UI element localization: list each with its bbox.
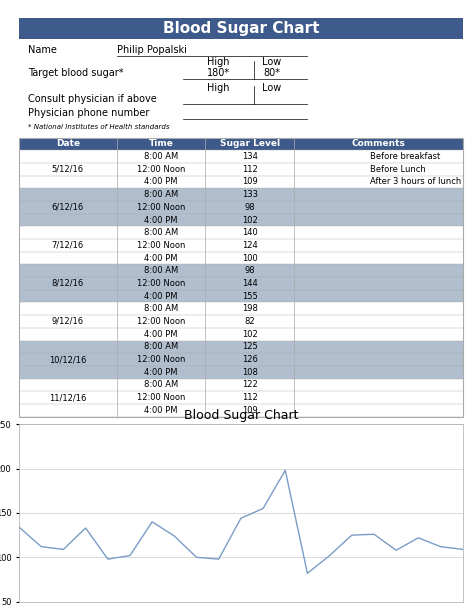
Bar xyxy=(19,239,462,252)
Text: High: High xyxy=(207,57,229,67)
Text: Before breakfast: Before breakfast xyxy=(369,152,439,161)
Text: 198: 198 xyxy=(241,305,257,313)
Text: 4:00 PM: 4:00 PM xyxy=(144,216,178,225)
Text: 12:00 Noon: 12:00 Noon xyxy=(137,279,185,288)
Bar xyxy=(19,315,462,328)
Bar xyxy=(19,265,462,277)
Text: 5/12/16: 5/12/16 xyxy=(52,165,84,174)
Bar xyxy=(19,176,462,188)
Text: Comments: Comments xyxy=(351,139,405,149)
Bar xyxy=(19,290,462,303)
Text: Name: Name xyxy=(28,45,57,55)
Text: 102: 102 xyxy=(241,216,257,225)
Text: 144: 144 xyxy=(241,279,257,288)
Text: 112: 112 xyxy=(241,393,257,402)
Text: 12:00 Noon: 12:00 Noon xyxy=(137,241,185,250)
Text: 4:00 PM: 4:00 PM xyxy=(144,330,178,339)
Text: 112: 112 xyxy=(241,165,257,174)
Text: High: High xyxy=(207,83,229,93)
Text: 10/12/16: 10/12/16 xyxy=(49,355,86,364)
Title: Blood Sugar Chart: Blood Sugar Chart xyxy=(183,409,298,422)
Text: 4:00 PM: 4:00 PM xyxy=(144,406,178,415)
Text: 12:00 Noon: 12:00 Noon xyxy=(137,355,185,364)
Bar xyxy=(19,252,462,265)
Text: 8:00 AM: 8:00 AM xyxy=(144,381,178,389)
Text: 155: 155 xyxy=(241,292,257,301)
Text: 8:00 AM: 8:00 AM xyxy=(144,305,178,313)
Text: 140: 140 xyxy=(241,228,257,237)
Bar xyxy=(19,138,462,150)
Text: 126: 126 xyxy=(241,355,257,364)
Text: 12:00 Noon: 12:00 Noon xyxy=(137,203,185,212)
Text: 12:00 Noon: 12:00 Noon xyxy=(137,393,185,402)
Text: 8/12/16: 8/12/16 xyxy=(51,279,84,288)
Bar xyxy=(19,214,462,227)
Text: Low: Low xyxy=(262,57,281,67)
Bar xyxy=(19,404,462,416)
Text: 102: 102 xyxy=(241,330,257,339)
Text: 134: 134 xyxy=(241,152,257,161)
Bar xyxy=(19,366,462,379)
Text: Blood Sugar Chart: Blood Sugar Chart xyxy=(162,21,318,36)
Bar xyxy=(19,18,462,39)
Bar xyxy=(19,391,462,404)
Text: 8:00 AM: 8:00 AM xyxy=(144,266,178,275)
Text: 8:00 AM: 8:00 AM xyxy=(144,343,178,351)
Text: 8:00 AM: 8:00 AM xyxy=(144,190,178,199)
Text: 9/12/16: 9/12/16 xyxy=(52,317,84,326)
Bar xyxy=(19,227,462,239)
Bar xyxy=(19,303,462,315)
Text: Philip Popalski: Philip Popalski xyxy=(117,45,186,55)
Text: 133: 133 xyxy=(241,190,257,199)
Text: Low: Low xyxy=(262,83,281,93)
Bar xyxy=(19,353,462,366)
Text: Before Lunch: Before Lunch xyxy=(369,165,425,174)
Text: Consult physician if above: Consult physician if above xyxy=(28,94,157,104)
Bar xyxy=(19,379,462,391)
Bar xyxy=(19,277,462,290)
Bar xyxy=(19,341,462,353)
Text: 82: 82 xyxy=(244,317,255,326)
Text: 7/12/16: 7/12/16 xyxy=(51,241,84,250)
Text: 109: 109 xyxy=(241,406,257,415)
Text: Target blood sugar*: Target blood sugar* xyxy=(28,68,123,78)
Bar xyxy=(19,328,462,341)
Text: 124: 124 xyxy=(241,241,257,250)
Text: Physician phone number: Physician phone number xyxy=(28,108,149,119)
Text: 109: 109 xyxy=(241,177,257,187)
Text: 12:00 Noon: 12:00 Noon xyxy=(137,165,185,174)
Text: 98: 98 xyxy=(244,266,255,275)
Text: 4:00 PM: 4:00 PM xyxy=(144,254,178,263)
Text: 180*: 180* xyxy=(207,68,230,78)
Text: 108: 108 xyxy=(241,368,257,377)
Text: * National Institutes of Health standards: * National Institutes of Health standard… xyxy=(28,123,169,130)
Text: 4:00 PM: 4:00 PM xyxy=(144,292,178,301)
Text: 11/12/16: 11/12/16 xyxy=(49,393,86,402)
Text: 8:00 AM: 8:00 AM xyxy=(144,228,178,237)
Text: 98: 98 xyxy=(244,203,255,212)
Text: Time: Time xyxy=(149,139,173,149)
Text: 8:00 AM: 8:00 AM xyxy=(144,152,178,161)
Bar xyxy=(19,201,462,214)
Text: Sugar Level: Sugar Level xyxy=(219,139,279,149)
Text: 4:00 PM: 4:00 PM xyxy=(144,177,178,187)
Text: 125: 125 xyxy=(241,343,257,351)
Text: 12:00 Noon: 12:00 Noon xyxy=(137,317,185,326)
Text: 4:00 PM: 4:00 PM xyxy=(144,368,178,377)
Bar xyxy=(19,188,462,201)
Bar xyxy=(19,150,462,163)
Bar xyxy=(19,163,462,176)
Text: 80*: 80* xyxy=(263,68,280,78)
Text: After 3 hours of lunch: After 3 hours of lunch xyxy=(369,177,460,187)
Text: 6/12/16: 6/12/16 xyxy=(51,203,84,212)
Text: Date: Date xyxy=(56,139,80,149)
Text: 100: 100 xyxy=(241,254,257,263)
Text: 122: 122 xyxy=(241,381,257,389)
